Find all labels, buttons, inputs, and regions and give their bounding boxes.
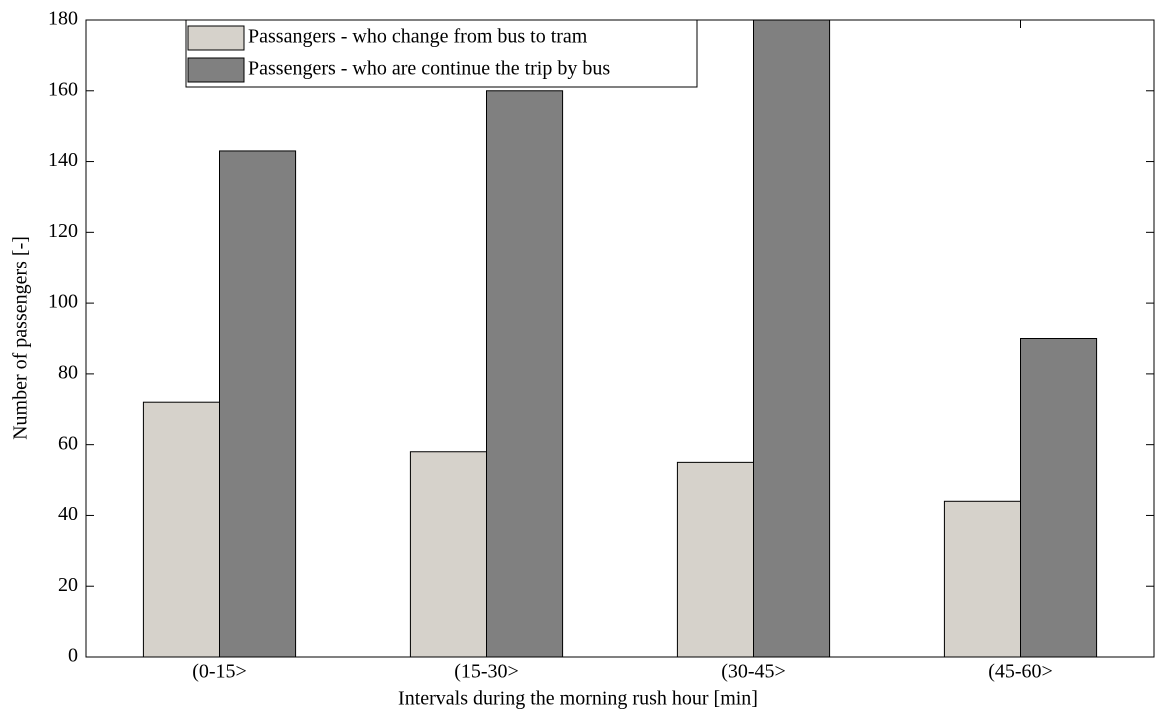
y-axis-label: Number of passengers [-] [10, 236, 32, 440]
x-tick-label: (0-15> [192, 661, 247, 683]
y-tick-label: 60 [58, 432, 78, 454]
x-tick-label: (30-45> [721, 661, 786, 683]
legend-swatch [187, 25, 245, 51]
y-tick-label: 0 [68, 645, 78, 667]
bar [676, 461, 755, 658]
bar [409, 451, 487, 658]
bar [219, 150, 297, 658]
legend-label: Passangers - who change from bus to tram [248, 26, 588, 48]
bar [753, 19, 831, 658]
y-tick-label: 80 [58, 361, 78, 383]
y-tick-label: 140 [48, 149, 78, 171]
y-tick-label: 20 [58, 574, 78, 596]
y-tick-label: 120 [48, 220, 78, 242]
legend-box [185, 19, 698, 88]
y-tick-label: 40 [58, 503, 78, 525]
legend-swatch [187, 57, 245, 83]
y-tick-label: 100 [48, 291, 78, 313]
y-tick-label: 180 [48, 8, 78, 30]
bar [486, 90, 564, 658]
bar [1020, 338, 1098, 658]
x-axis-label: Intervals during the morning rush hour [… [398, 688, 758, 710]
y-tick-label: 160 [48, 78, 78, 100]
legend-label: Passengers - who are continue the trip b… [248, 58, 610, 80]
bar [943, 500, 1022, 658]
bar [142, 401, 220, 658]
x-tick-label: (45-60> [988, 661, 1053, 683]
x-tick-label: (15-30> [454, 661, 519, 683]
